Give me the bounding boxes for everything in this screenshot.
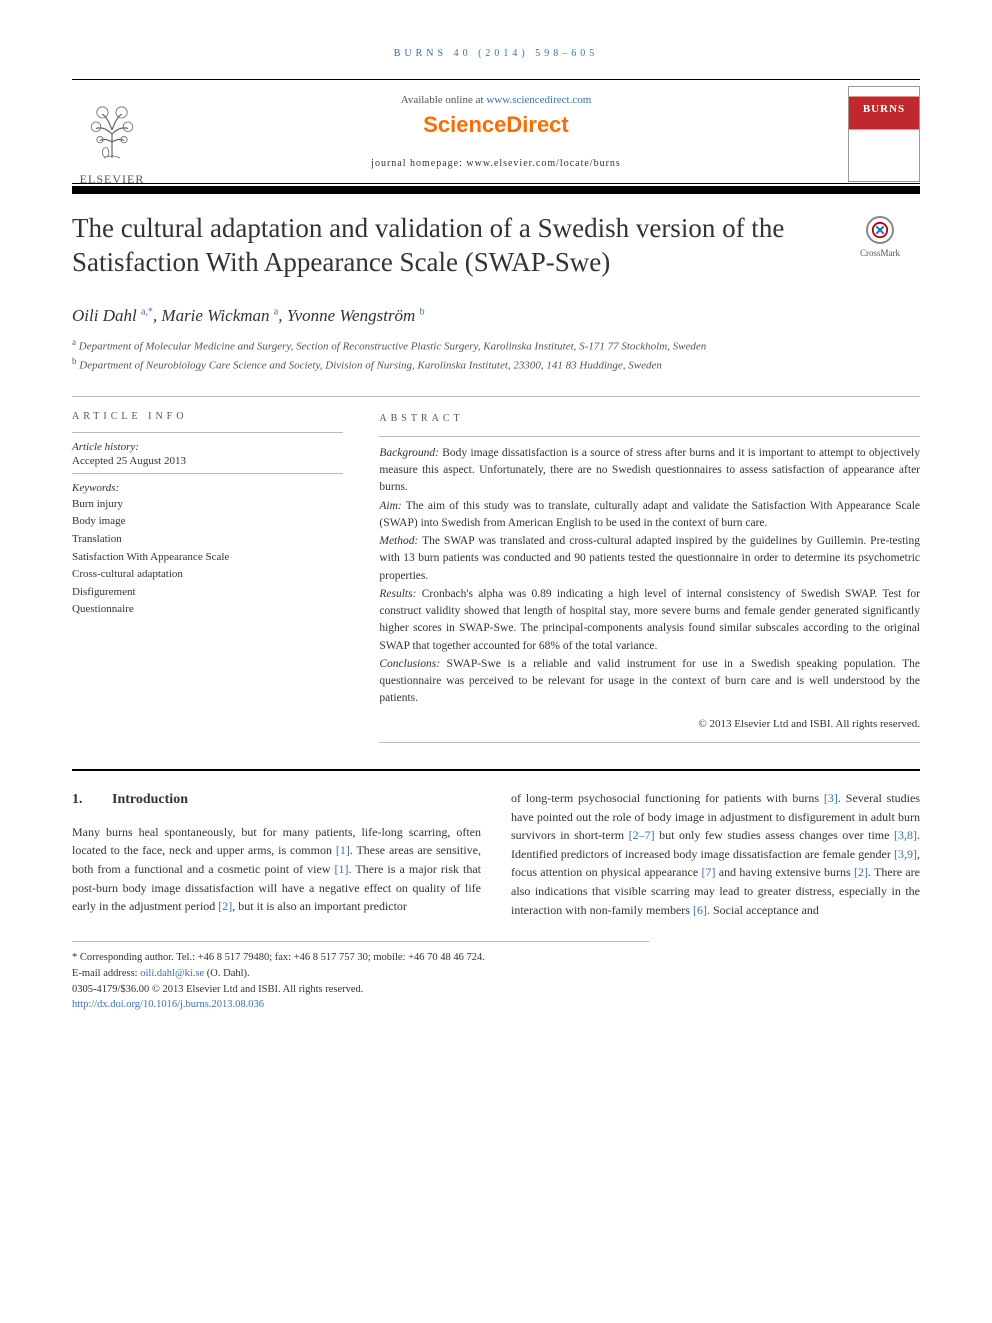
reference-link[interactable]: [2] <box>854 865 868 879</box>
reference-link[interactable]: [2] <box>218 899 232 913</box>
journal-homepage: journal homepage: www.elsevier.com/locat… <box>242 158 751 169</box>
abstract-conclusions: Conclusions: SWAP-Swe is a reliable and … <box>379 656 920 708</box>
reference-link[interactable]: [2–7] <box>629 828 655 842</box>
abstract-method: Method: The SWAP was translated and cros… <box>379 533 920 585</box>
doi-link[interactable]: http://dx.doi.org/10.1016/j.burns.2013.0… <box>72 999 264 1010</box>
reference-link[interactable]: [1] <box>336 843 350 857</box>
divider <box>72 396 920 397</box>
authors-line: Oili Dahl a,*, Marie Wickman a, Yvonne W… <box>72 306 920 326</box>
keyword-item: Translation <box>72 531 343 549</box>
abstract-aim: Aim: The aim of this study was to transl… <box>379 498 920 533</box>
affiliation-a: a Department of Molecular Medicine and S… <box>72 336 920 355</box>
journal-cover-thumbnail: BURNS <box>848 86 920 182</box>
reference-link[interactable]: [3] <box>824 791 838 805</box>
footnotes: * Corresponding author. Tel.: +46 8 517 … <box>72 941 649 1013</box>
elsevier-tree-icon <box>72 90 152 170</box>
available-online-text: Available online at www.sciencedirect.co… <box>242 94 751 106</box>
section-heading-introduction: 1.Introduction <box>72 789 481 811</box>
crossmark-badge[interactable]: CrossMark <box>840 216 920 280</box>
journal-cover-title: BURNS <box>863 103 905 115</box>
elsevier-logo: ELSEVIER <box>72 90 152 187</box>
section-divider <box>72 769 920 771</box>
affiliations: a Department of Molecular Medicine and S… <box>72 336 920 374</box>
publisher-header: ELSEVIER Available online at www.science… <box>72 79 920 184</box>
issn-line: 0305-4179/$36.00 © 2013 Elsevier Ltd and… <box>72 982 649 998</box>
abstract-heading: ABSTRACT <box>379 411 920 426</box>
keyword-item: Satisfaction With Appearance Scale <box>72 549 343 567</box>
keyword-item: Body image <box>72 513 343 531</box>
sciencedirect-url-link[interactable]: www.sciencedirect.com <box>486 94 591 106</box>
email-link[interactable]: oili.dahl@ki.se <box>140 968 204 979</box>
reference-link[interactable]: [6] <box>693 903 707 917</box>
reference-link[interactable]: [3,8] <box>894 828 917 842</box>
abstract-copyright: © 2013 Elsevier Ltd and ISBI. All rights… <box>379 716 920 733</box>
available-prefix: Available online at <box>401 94 487 106</box>
header-rule <box>72 186 920 194</box>
abstract-column: ABSTRACT Background: Body image dissatis… <box>379 411 920 743</box>
body-text: 1.Introduction Many burns heal spontaneo… <box>72 789 920 919</box>
keyword-item: Burn injury <box>72 496 343 514</box>
crossmark-icon <box>866 216 894 244</box>
keyword-item: Questionnaire <box>72 601 343 619</box>
history-value: Accepted 25 August 2013 <box>72 455 343 467</box>
body-column-right: of long-term psychosocial functioning fo… <box>511 789 920 919</box>
email-line: E-mail address: oili.dahl@ki.se (O. Dahl… <box>72 966 649 982</box>
intro-paragraph-right: of long-term psychosocial functioning fo… <box>511 789 920 919</box>
history-label: Article history: <box>72 441 343 453</box>
body-column-left: 1.Introduction Many burns heal spontaneo… <box>72 789 481 919</box>
keyword-item: Cross-cultural adaptation <box>72 566 343 584</box>
abstract-results: Results: Cronbach's alpha was 0.89 indic… <box>379 586 920 655</box>
affiliation-b: b Department of Neurobiology Care Scienc… <box>72 355 920 374</box>
intro-paragraph-left: Many burns heal spontaneously, but for m… <box>72 823 481 916</box>
keywords-list: Burn injuryBody imageTranslationSatisfac… <box>72 496 343 619</box>
sciencedirect-brand: ScienceDirect <box>242 112 751 138</box>
reference-link[interactable]: [7] <box>701 865 715 879</box>
corresponding-author: * Corresponding author. Tel.: +46 8 517 … <box>72 950 649 966</box>
abstract-background: Background: Body image dissatisfaction i… <box>379 445 920 497</box>
reference-link[interactable]: [3,9] <box>894 847 917 861</box>
journal-reference: BURNS 40 (2014) 598–605 <box>72 48 920 59</box>
keywords-label: Keywords: <box>72 482 343 494</box>
article-info-column: ARTICLE INFO Article history: Accepted 2… <box>72 411 343 743</box>
article-info-heading: ARTICLE INFO <box>72 411 343 422</box>
article-title: The cultural adaptation and validation o… <box>72 212 820 280</box>
reference-link[interactable]: [1] <box>335 862 349 876</box>
keyword-item: Disfigurement <box>72 584 343 602</box>
publisher-name: ELSEVIER <box>72 172 152 187</box>
crossmark-label: CrossMark <box>860 248 900 258</box>
